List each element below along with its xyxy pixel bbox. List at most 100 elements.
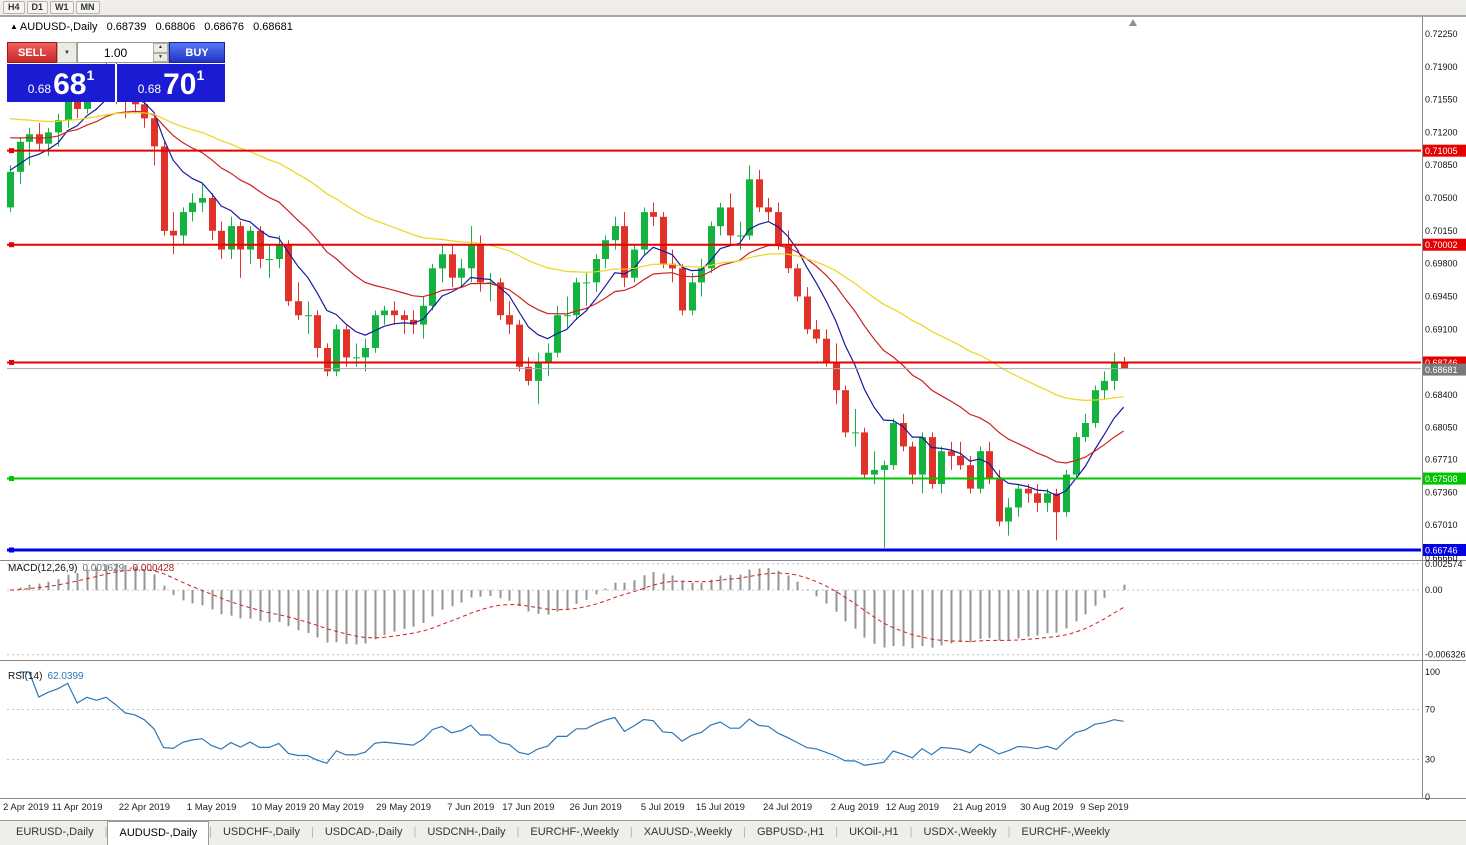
svg-text:0.68050: 0.68050 xyxy=(1425,423,1458,433)
chart-symbol-label: AUDUSD-,Daily xyxy=(19,21,98,33)
buy-price-display[interactable]: 0.68 70 1 xyxy=(117,64,225,102)
svg-text:0.66746: 0.66746 xyxy=(1425,545,1458,555)
ohlc-low: 0.68676 xyxy=(204,21,245,33)
date-axis: 2 Apr 2019 11 Apr 2019 22 Apr 2019 1 May 20… xyxy=(3,802,1129,813)
sell-button[interactable]: SELL xyxy=(7,42,57,63)
sell-price-display[interactable]: 0.68 68 1 xyxy=(7,64,115,102)
tab-gbpusd-h1[interactable]: GBPUSD-,H1 xyxy=(756,826,825,838)
svg-text:7 Jun 2019: 7 Jun 2019 xyxy=(447,802,494,813)
svg-text:2 Apr 2019: 2 Apr 2019 xyxy=(3,802,49,813)
pane-separators xyxy=(0,16,1466,799)
macd-signal-value: -0.000428 xyxy=(129,563,175,574)
candles xyxy=(7,52,1128,548)
svg-text:-0.006326: -0.006326 xyxy=(1425,650,1466,660)
svg-text:22 Apr 2019: 22 Apr 2019 xyxy=(119,802,170,813)
chart-tabs: EURUSD-,Daily | AUDUSD-,Daily | USDCHF-,Dail… xyxy=(0,820,1466,845)
tab-xauusd-weekly[interactable]: XAUUSD-,Weekly xyxy=(643,826,733,838)
tab-separator: | xyxy=(743,826,746,838)
svg-text:0.69100: 0.69100 xyxy=(1425,324,1458,334)
svg-text:29 May 2019: 29 May 2019 xyxy=(376,802,431,813)
svg-text:30 Aug 2019: 30 Aug 2019 xyxy=(1020,802,1073,813)
tab-separator: | xyxy=(629,826,633,838)
rsi-label: RSI(14) 62.0399 xyxy=(8,671,84,682)
tab-audusd-daily[interactable]: AUDUSD-,Daily xyxy=(107,821,210,845)
macd-main-value: 0.001629 xyxy=(82,563,125,574)
chart-shift-marker xyxy=(1129,19,1137,26)
tab-usdcnh-daily[interactable]: USDCNH-,Daily xyxy=(427,826,506,838)
svg-text:20 May 2019: 20 May 2019 xyxy=(309,802,364,813)
svg-text:70: 70 xyxy=(1425,705,1435,715)
timeframe-h4-button[interactable]: H4 xyxy=(3,1,25,14)
tab-separator: | xyxy=(1007,826,1011,838)
svg-text:0.70002: 0.70002 xyxy=(1425,240,1458,250)
lot-increase-button[interactable]: ▲ xyxy=(153,43,168,53)
tab-separator: | xyxy=(209,826,212,838)
tab-eurchf-weekly[interactable]: EURCHF-,Weekly xyxy=(530,826,619,838)
svg-text:0.69800: 0.69800 xyxy=(1425,259,1458,269)
tab-separator: | xyxy=(909,826,913,838)
buy-price-point: 1 xyxy=(196,67,205,83)
lot-size-input[interactable] xyxy=(78,43,153,62)
svg-text:0.70150: 0.70150 xyxy=(1425,226,1458,236)
tab-ukoil-h1[interactable]: UKOil-,H1 xyxy=(849,826,899,838)
svg-text:9 Sep 2019: 9 Sep 2019 xyxy=(1080,802,1129,813)
svg-text:0.71200: 0.71200 xyxy=(1425,127,1458,137)
svg-text:1 May 2019: 1 May 2019 xyxy=(187,802,237,813)
sell-price-point: 1 xyxy=(86,67,95,83)
svg-text:0.67010: 0.67010 xyxy=(1425,520,1458,530)
rsi-pane: 100 70 30 0 xyxy=(7,667,1440,802)
ohlc-open: 0.68739 xyxy=(106,21,147,33)
buy-price-pips: 70 xyxy=(163,68,197,101)
timeframe-d1-button[interactable]: D1 xyxy=(26,1,49,14)
svg-text:5 Jul 2019: 5 Jul 2019 xyxy=(641,802,685,813)
ohlc-high: 0.68806 xyxy=(155,21,196,33)
buy-price-prefix: 0.68 xyxy=(137,82,162,96)
sell-price-prefix: 0.68 xyxy=(27,82,52,96)
svg-text:0.71005: 0.71005 xyxy=(1425,146,1458,156)
timeframe-toolbar: H4 D1 W1 MN xyxy=(0,0,1466,16)
svg-text:10 May 2019: 10 May 2019 xyxy=(251,802,306,813)
tab-separator: | xyxy=(310,826,314,838)
svg-text:0.68746: 0.68746 xyxy=(1425,358,1458,368)
price-axis: 0.72250 0.71900 0.71550 0.71200 0.70850 0.705… xyxy=(1425,29,1458,563)
tab-usdx-weekly[interactable]: USDX-,Weekly xyxy=(923,826,997,838)
svg-text:17 Jun 2019: 17 Jun 2019 xyxy=(502,802,554,813)
lot-decrease-button[interactable]: ▼ xyxy=(153,52,168,62)
tab-separator: | xyxy=(413,826,417,838)
tab-separator: | xyxy=(835,826,839,838)
svg-text:0.67508: 0.67508 xyxy=(1425,474,1458,484)
level-lines: 0.71005 0.70002 0.68746 0.67508 0.66746 xyxy=(7,144,1466,556)
symbol-marker-icon: ▲ xyxy=(10,22,18,31)
svg-text:0.70500: 0.70500 xyxy=(1425,193,1458,203)
ohlc-close: 0.68681 xyxy=(253,21,293,33)
macd-pane: 0.002574 0.00 -0.006326 xyxy=(7,559,1466,660)
svg-text:0: 0 xyxy=(1425,792,1430,802)
tab-usdchf-daily[interactable]: USDCHF-,Daily xyxy=(222,826,300,838)
rsi-value: 62.0399 xyxy=(47,671,84,682)
tab-eurusd-daily[interactable]: EURUSD-,Daily xyxy=(16,826,94,838)
chart-title: ▲ AUDUSD-,Daily 0.68739 0.68806 0.68676 0… xyxy=(10,21,293,33)
svg-text:24 Jul 2019: 24 Jul 2019 xyxy=(763,802,812,813)
svg-text:15 Jul 2019: 15 Jul 2019 xyxy=(696,802,745,813)
svg-text:0.67360: 0.67360 xyxy=(1425,487,1458,497)
tab-eurchf-weekly[interactable]: EURCHF-,Weekly xyxy=(1021,826,1110,838)
timeframe-mn-button[interactable]: MN xyxy=(75,1,100,14)
macd-name: MACD(12,26,9) xyxy=(8,563,78,574)
svg-text:30: 30 xyxy=(1425,755,1435,765)
one-click-trading-panel: SELL ▼ ▲ ▼ BUY 0.68 68 1 0.68 70 1 xyxy=(7,42,225,102)
svg-text:0.66660: 0.66660 xyxy=(1425,553,1458,563)
svg-text:0.72250: 0.72250 xyxy=(1425,29,1458,39)
timeframe-w1-button[interactable]: W1 xyxy=(50,1,74,14)
svg-text:0.67710: 0.67710 xyxy=(1425,455,1458,465)
svg-text:0.002574: 0.002574 xyxy=(1425,559,1463,569)
svg-text:0.00: 0.00 xyxy=(1425,585,1443,595)
svg-text:2 Aug 2019: 2 Aug 2019 xyxy=(831,802,879,813)
lot-dropdown-button[interactable]: ▼ xyxy=(57,42,77,63)
buy-button[interactable]: BUY xyxy=(169,42,225,63)
svg-text:12 Aug 2019: 12 Aug 2019 xyxy=(886,802,939,813)
tab-usdcad-daily[interactable]: USDCAD-,Daily xyxy=(324,826,403,838)
sell-price-pips: 68 xyxy=(53,68,87,101)
rsi-name: RSI(14) xyxy=(8,671,43,682)
svg-text:0.70850: 0.70850 xyxy=(1425,160,1458,170)
